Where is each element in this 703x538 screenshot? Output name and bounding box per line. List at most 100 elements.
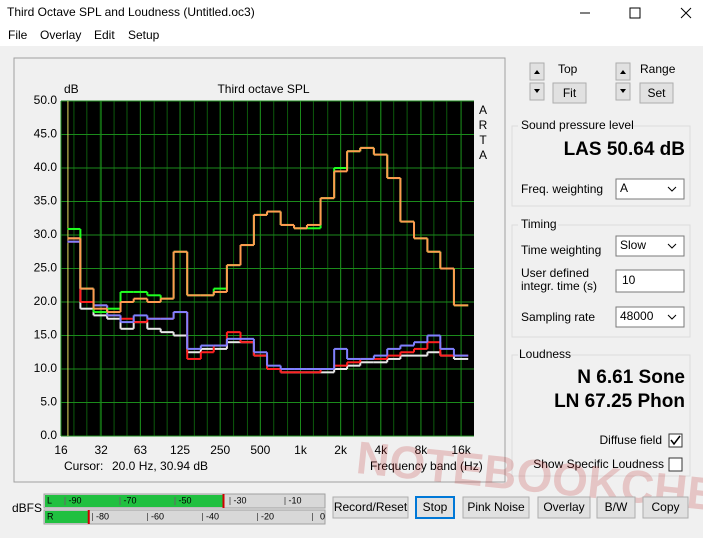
menu-item[interactable]: Setup [128, 28, 160, 42]
arrow-up [620, 70, 626, 74]
cursor-label: Cursor: [64, 459, 103, 473]
button-text: B/W [605, 500, 628, 514]
arrow-down [620, 89, 626, 93]
meter-tick-label: 0 [320, 511, 325, 521]
rate-select[interactable] [615, 306, 685, 328]
set-text: Set [647, 86, 666, 100]
dropdown-arrow [667, 243, 677, 249]
meter-tick-label: -80 [96, 511, 109, 521]
y-axis-label: dB [64, 82, 79, 96]
arrow-down [534, 89, 540, 93]
loudness-group [511, 354, 691, 477]
channel-label: R [47, 511, 54, 521]
button[interactable] [415, 496, 455, 519]
cursor-value: 20.0 Hz, 30.94 dB [112, 459, 208, 473]
y-tick-label: 45.0 [34, 127, 58, 141]
x-tick-label: 4k [374, 443, 388, 457]
button-bar: Record/Reset Stop Pink Noise Overlay B/W Copy [332, 496, 689, 519]
plot: 0.0 5.0 10.0 15.0 20.0 25.0 30.0 35.0 40.0 45.0 50… [34, 82, 490, 473]
fit-text: Fit [563, 86, 577, 100]
x-tick-label: 16 [54, 443, 68, 457]
fit-button[interactable] [552, 82, 587, 104]
button-text: Record/Reset [334, 500, 408, 514]
x-tick-label: 16k [451, 443, 471, 457]
specific-checkbox[interactable] [668, 457, 683, 472]
meter-tick-label: -60 [151, 511, 164, 521]
input-value: 10 [622, 273, 636, 287]
x-tick-label: 32 [94, 443, 108, 457]
group-title-bg [518, 217, 558, 231]
y-tick-label: 5.0 [40, 395, 57, 409]
y-tick-label: 35.0 [34, 194, 58, 208]
integr-input[interactable] [615, 269, 685, 293]
x-tick-label: 8k [415, 443, 429, 457]
select-value: 48000 [620, 309, 654, 323]
meter-tick-label: -20 [261, 511, 274, 521]
button[interactable] [537, 496, 591, 519]
field-label: Sampling rate [521, 310, 595, 324]
menu-bar [0, 26, 703, 46]
y-tick-label: 0.0 [40, 428, 57, 442]
button[interactable] [462, 496, 530, 519]
meter-level [45, 511, 89, 523]
button[interactable] [596, 496, 636, 519]
meter-tick-label: -30 [233, 495, 246, 505]
select-value: Slow [620, 238, 646, 252]
x-axis-label: Frequency band (Hz) [370, 459, 483, 473]
field-label: Time weighting [521, 243, 601, 257]
x-tick-label: 125 [170, 443, 190, 457]
x-tick-label: 2k [334, 443, 348, 457]
button-text: Pink Noise [467, 500, 525, 514]
window-title: Third Octave SPL and Loudness (Untitled.… [7, 5, 255, 19]
group-title-bg [518, 347, 568, 361]
meter-tick-label: -90 [68, 495, 81, 505]
button[interactable] [642, 496, 689, 519]
menu-item[interactable]: Edit [94, 28, 115, 42]
arrow-up [534, 70, 540, 74]
chart-title: Third octave SPL [217, 82, 309, 96]
weighting-select[interactable] [615, 178, 685, 200]
meter-label: dBFS [12, 501, 42, 515]
field-label: User defined [521, 266, 589, 280]
maximize-button[interactable] [629, 7, 641, 19]
channel-label: L [47, 495, 52, 505]
select-value: A [620, 181, 628, 195]
meter-tick-label: -40 [206, 511, 219, 521]
spl-value: LAS 50.64 dB [564, 139, 685, 160]
field-label: integr. time (s) [521, 279, 597, 293]
meter-tick-label: -10 [288, 495, 301, 505]
y-tick-label: 50.0 [34, 93, 58, 107]
set-button[interactable] [639, 82, 674, 104]
time-weighting-select[interactable] [615, 235, 685, 257]
dropdown-arrow [667, 314, 677, 320]
y-tick-label: 30.0 [34, 227, 58, 241]
y-tick-label: 40.0 [34, 160, 58, 174]
side-label: ARTA [476, 103, 490, 163]
button-text: Overlay [543, 500, 584, 514]
menu-item[interactable]: Overlay [40, 28, 81, 42]
button[interactable] [332, 496, 409, 519]
button-text: Copy [651, 500, 679, 514]
check-mark [670, 435, 681, 446]
checkbox-label: Show Specific Loudness [533, 457, 664, 471]
field-label: Freq. weighting [521, 182, 603, 196]
group-title-bg [518, 118, 628, 132]
group-title: Sound pressure level [521, 118, 634, 132]
close-button[interactable] [680, 7, 692, 19]
meter-level [45, 495, 224, 507]
dropdown-arrow [667, 186, 677, 192]
meter-tick-label: -70 [123, 495, 136, 505]
menu-item[interactable]: File [8, 28, 28, 42]
x-tick-label: 63 [134, 443, 148, 457]
meter-track [43, 509, 326, 525]
button-text: Stop [423, 500, 448, 514]
y-tick-label: 20.0 [34, 294, 58, 308]
phon-value: LN 67.25 Phon [554, 391, 685, 412]
meter-tick-label: -50 [178, 495, 191, 505]
x-tick-label: 250 [210, 443, 230, 457]
timing-group [511, 224, 691, 338]
y-tick-label: 10.0 [34, 361, 58, 375]
y-tick-label: 15.0 [34, 328, 58, 342]
meter: L -90 -70 -50 -30 -10 R -80 -60 -40 -20 0 [43, 493, 326, 525]
